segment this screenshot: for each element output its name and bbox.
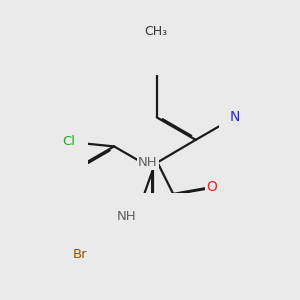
Text: CH₃: CH₃ xyxy=(144,25,167,38)
Text: NH: NH xyxy=(117,210,136,223)
Text: N: N xyxy=(230,110,240,124)
Text: O: O xyxy=(206,180,217,194)
Text: NH: NH xyxy=(138,156,158,169)
Text: Br: Br xyxy=(72,248,87,261)
Text: Cl: Cl xyxy=(63,135,76,148)
